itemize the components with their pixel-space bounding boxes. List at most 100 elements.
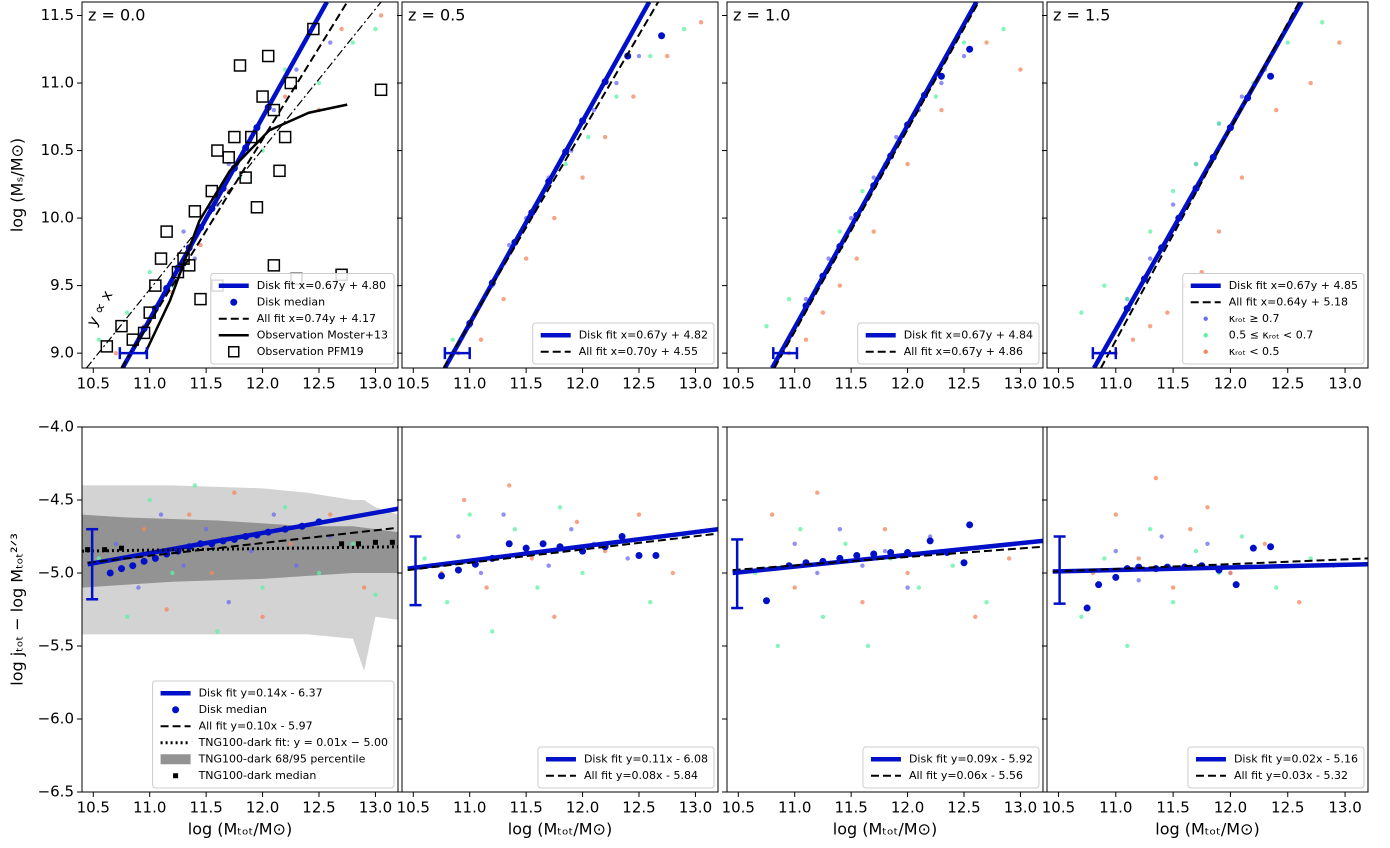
x-axis-label: log (Mₜₒₜ/M⊙): [188, 820, 292, 839]
scatter-point: [843, 541, 848, 546]
observation-square: [374, 83, 388, 97]
scatter-point: [631, 94, 636, 99]
legend-label: 0.5 ≤ κᵣₒₜ < 0.7: [1229, 328, 1314, 341]
plot-area: [1047, 427, 1368, 792]
plot-content: [442, 2, 704, 368]
error-bar: [731, 538, 744, 610]
scatter-point: [378, 13, 384, 18]
scatter-point: [648, 53, 653, 59]
median-point: [1232, 581, 1240, 589]
scatter-point: [1274, 585, 1279, 590]
observation-square: [284, 76, 298, 90]
legend-label: Disk fit x=0.67y + 4.82: [579, 328, 708, 341]
scatter-point: [1170, 202, 1176, 207]
plot-content: [1079, 2, 1342, 368]
scatter-point: [1125, 643, 1130, 649]
median-point: [129, 562, 137, 570]
scatter-point: [848, 215, 854, 221]
scatter-point: [373, 592, 378, 598]
scatter-point: [478, 570, 484, 576]
scatter-point: [871, 175, 876, 180]
median-point: [1244, 94, 1252, 102]
median-square: [372, 539, 378, 545]
observation-square: [256, 90, 269, 103]
scatter-point: [113, 541, 119, 546]
x-tick-label: 12.5: [1271, 375, 1304, 393]
scatter-point: [1102, 283, 1107, 288]
scatter-point: [574, 519, 580, 525]
legend-label: All fit y=0.06x - 5.56: [909, 769, 1023, 782]
axes-frame: [1046, 1, 1369, 369]
plot-content: [764, 2, 1023, 368]
scatter-point: [529, 556, 534, 561]
observation-square: [126, 333, 140, 346]
median-point: [1112, 573, 1120, 581]
scatter-point: [1147, 527, 1153, 532]
x-tick-label: 12.0: [566, 799, 599, 817]
scatter-point: [484, 585, 489, 590]
legend-symbol: [160, 754, 191, 765]
axes-frame: [726, 426, 1044, 793]
observation-square: [261, 49, 275, 63]
scatter-point: [1205, 541, 1210, 546]
scatter-point: [467, 512, 472, 517]
panel-title: z = 1.5: [1053, 6, 1110, 25]
scatter-point: [288, 541, 293, 546]
scatter-point: [1170, 188, 1176, 194]
scatter-point: [1170, 585, 1176, 590]
observation-square: [245, 130, 258, 144]
y-tick-label: −4.0: [38, 418, 74, 436]
scatter-point: [1113, 512, 1118, 517]
x-tick-label: 12.0: [246, 799, 279, 817]
scatter-point: [181, 229, 186, 234]
legend-box: [1182, 273, 1365, 365]
median-point: [208, 205, 216, 213]
scatter-point: [96, 337, 102, 342]
scatter-point: [614, 80, 619, 86]
scatter-point: [1153, 475, 1159, 481]
error-bar: [1091, 347, 1118, 360]
x-tick-label: 12.0: [1214, 799, 1247, 817]
scatter-point: [815, 570, 820, 576]
scatter-point: [786, 296, 792, 302]
observation-square: [100, 340, 114, 353]
legend-box: [537, 746, 715, 789]
scatter-point: [1159, 534, 1164, 539]
plot-area: [402, 427, 718, 792]
scatter-point: [501, 296, 506, 302]
median-point: [253, 531, 261, 539]
median-point: [966, 45, 974, 53]
fit-line: [86, 2, 382, 368]
plot-content: [1052, 475, 1368, 649]
legend-symbol: [228, 346, 240, 358]
legend: Disk fit x=0.67y + 4.85 All fit x=0.64y +…: [1182, 273, 1365, 365]
x-tick-label: 13.0: [1004, 375, 1037, 393]
legend-label: All fit x=0.64y + 5.18: [1229, 295, 1348, 308]
legend-label: Disk fit x=0.67y + 4.80: [257, 279, 386, 292]
scatter-point: [209, 570, 214, 576]
scatter-point: [860, 563, 865, 568]
median-point: [652, 551, 660, 559]
y-tick-label: 11.5: [41, 6, 74, 24]
median-point: [539, 540, 547, 548]
fit-line: [773, 2, 980, 368]
median-point: [624, 52, 632, 60]
scatter-point: [478, 337, 484, 342]
observation-square: [278, 130, 292, 144]
x-tick-label: 10.5: [397, 375, 430, 393]
scatter-point: [1001, 26, 1006, 32]
scatter-point: [282, 505, 288, 510]
median-point: [1095, 581, 1103, 589]
x-tick-label: 13.0: [359, 375, 392, 393]
observation-square: [239, 171, 252, 184]
scatter-point: [1130, 337, 1136, 342]
median-point: [1123, 305, 1131, 313]
scatter-point: [316, 80, 322, 86]
legend-label: κᵣₒₜ < 0.5: [1229, 345, 1280, 358]
observation-square: [182, 259, 196, 272]
scatter-point: [984, 40, 989, 45]
fit-line: [87, 526, 398, 564]
scatter-point: [1239, 534, 1245, 539]
fit-line: [144, 103, 348, 354]
median-point: [1140, 275, 1148, 283]
